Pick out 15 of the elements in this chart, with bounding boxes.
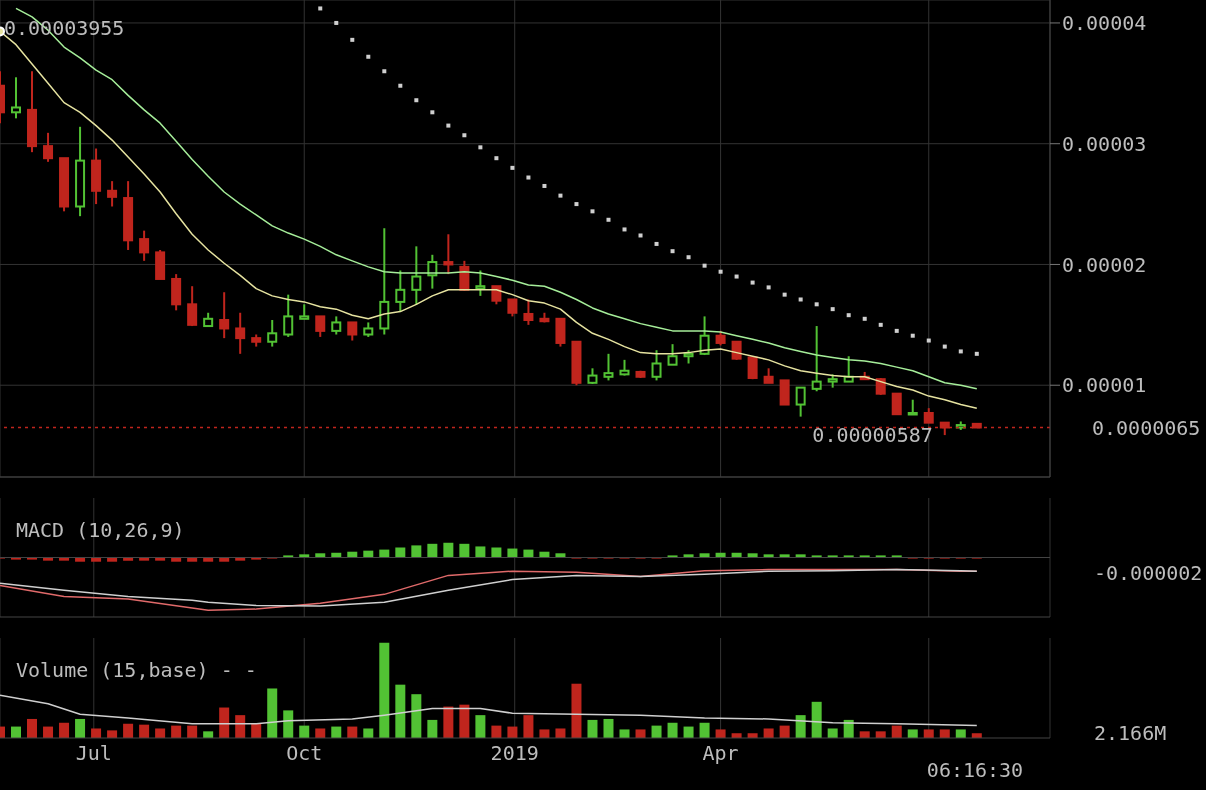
y-tick-label: 0.00004 <box>1062 11 1147 36</box>
annotation: 0.00000587 <box>811 423 934 448</box>
y-tick-label: 0.00001 <box>1062 373 1147 398</box>
x-tick-label: 2019 <box>490 741 539 766</box>
y-tick-label: 0.00002 <box>1062 252 1147 277</box>
y-tick-label: 0.00003 <box>1062 131 1147 156</box>
chart-title: MACD (10,26,9) <box>16 518 185 542</box>
text: Volume (15,base) - - <box>16 658 257 682</box>
text: 06:16:30 <box>925 758 1025 782</box>
ref-line-label: 0.0000065 <box>1092 415 1201 440</box>
x-tick-label: Jul <box>75 741 112 766</box>
x-tick-label: Apr <box>702 741 739 766</box>
text: 2.166M <box>1093 721 1168 745</box>
text: -0.000002 <box>1093 561 1204 585</box>
x-tick-label: Oct <box>286 741 323 766</box>
